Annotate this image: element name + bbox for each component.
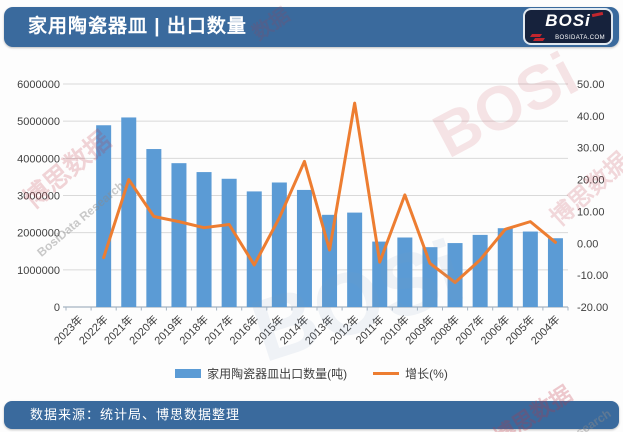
bar-2017 — [221, 178, 237, 307]
bar-2015 — [271, 182, 287, 307]
bar-2021 — [121, 117, 137, 307]
y-axis-label: 3000000 — [17, 191, 60, 203]
logo-stripe-icon — [529, 34, 543, 37]
source-bar: 数据来源：统计局、博思数据整理 — [4, 401, 619, 429]
growth-line — [102, 101, 557, 284]
page-title: 家用陶瓷器皿 | 出口数量 — [28, 16, 247, 37]
bar-2006 — [497, 228, 513, 307]
legend-item-line: 增长(%) — [373, 365, 448, 382]
bar-2008 — [447, 243, 463, 307]
legend-label-bars: 家用陶瓷器皿出口数量(吨) — [207, 366, 348, 381]
legend-item-bars: 家用陶瓷器皿出口数量(吨) — [175, 365, 347, 382]
bar-2010 — [397, 237, 413, 307]
secondary-y-axis-label: 40.00 — [577, 111, 605, 123]
bar-2009 — [422, 247, 438, 307]
chart-canvas: 0 1000000 2000000 3000000 4000000 5000000 6000… — [17, 79, 608, 347]
bar-2014 — [296, 189, 312, 307]
line-series-swatch-icon — [373, 371, 400, 375]
chart-legend: 家用陶瓷器皿出口数量(吨) 增长(%) — [0, 364, 623, 382]
brand-logo-text: BOSi — [545, 11, 591, 30]
bar-2012 — [347, 212, 363, 307]
logo-stripe-icon — [532, 38, 546, 41]
bar-2004 — [547, 238, 563, 307]
y-axis-label: 2000000 — [17, 228, 60, 240]
legend-label-line: 增长(%) — [405, 366, 448, 381]
secondary-y-axis-label: 0.00 — [577, 238, 598, 250]
bar-2005 — [522, 231, 538, 307]
y-axis-label: 5000000 — [17, 116, 60, 128]
secondary-y-axis-label: -10.00 — [577, 270, 608, 282]
secondary-y-axis-label: 30.00 — [577, 143, 605, 155]
bar-2019 — [171, 163, 187, 307]
brand-logo-domain: BOSIDATA.COM — [555, 35, 605, 41]
bar-2018 — [196, 172, 212, 307]
y-axis-label: 0 — [54, 302, 60, 314]
bar-2020 — [146, 149, 162, 307]
y-axis-label: 6000000 — [17, 79, 60, 91]
secondary-y-axis-label: 20.00 — [577, 175, 605, 187]
secondary-y-axis-label: -20.00 — [577, 302, 608, 314]
secondary-y-axis-label: 10.00 — [577, 206, 605, 218]
y-axis-label: 4000000 — [17, 153, 60, 165]
bar-2011 — [372, 241, 388, 307]
bar-2007 — [472, 234, 488, 307]
secondary-y-axis-label: 50.00 — [577, 79, 605, 91]
bar-2016 — [246, 191, 262, 307]
header-bar: 家用陶瓷器皿 | 出口数量 BOSi BOSIDATA.COM — [4, 7, 619, 47]
brand-logo: BOSi BOSIDATA.COM — [525, 10, 611, 43]
bar-series-swatch-icon — [175, 368, 202, 378]
y-axis-label: 1000000 — [17, 265, 60, 277]
bar-2022 — [96, 125, 112, 307]
